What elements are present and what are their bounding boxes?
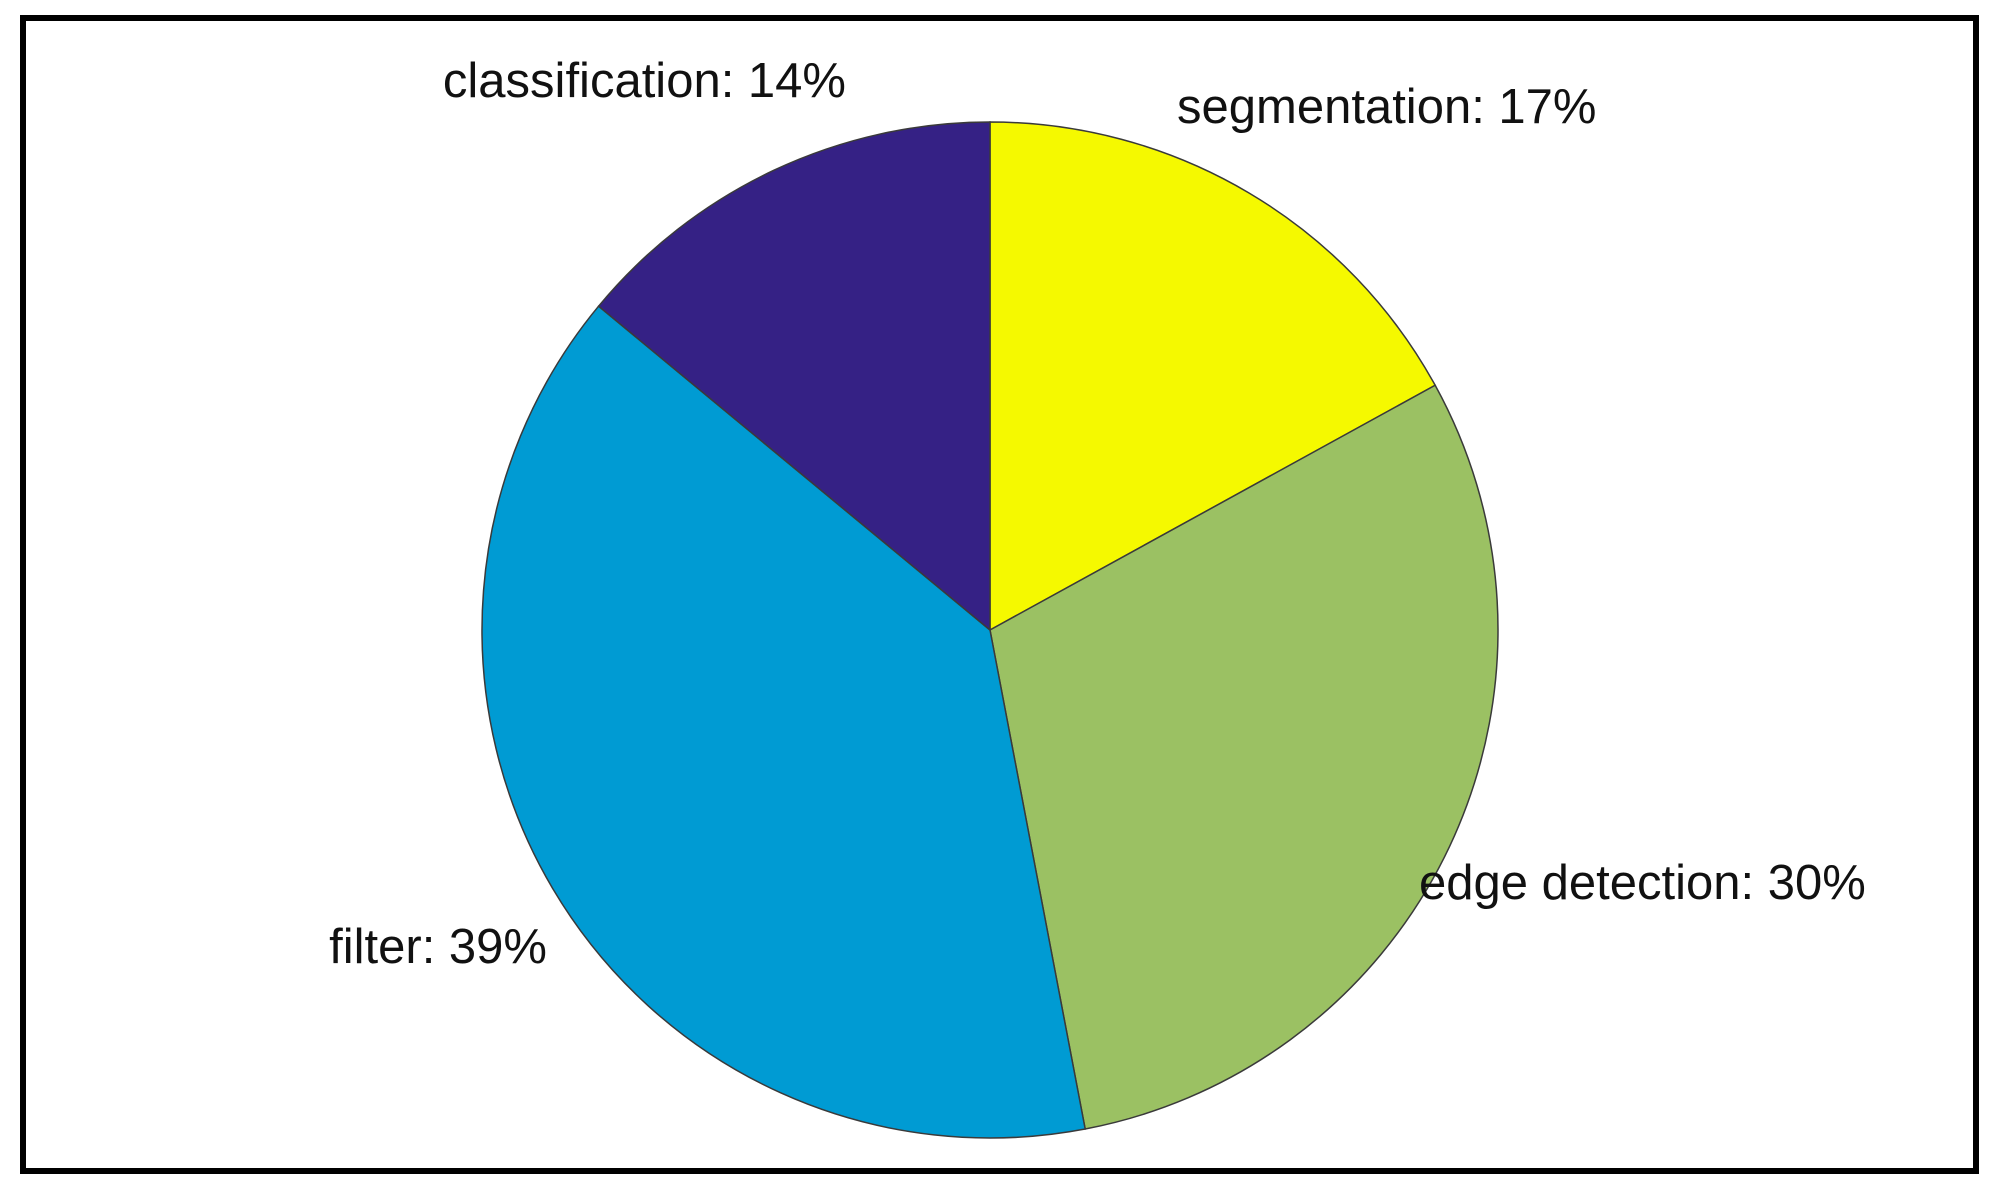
pie-slice — [481, 305, 1087, 1139]
slice-label: segmentation: 17% — [1177, 80, 1597, 134]
slice-label: edge detection: 30% — [1419, 856, 1866, 910]
pie-slice — [597, 121, 991, 632]
slice-label: filter: 39% — [329, 920, 547, 974]
pie-slice — [989, 121, 1437, 632]
slice-label: classification: 14% — [443, 54, 846, 108]
pie-slice — [989, 384, 1499, 1130]
